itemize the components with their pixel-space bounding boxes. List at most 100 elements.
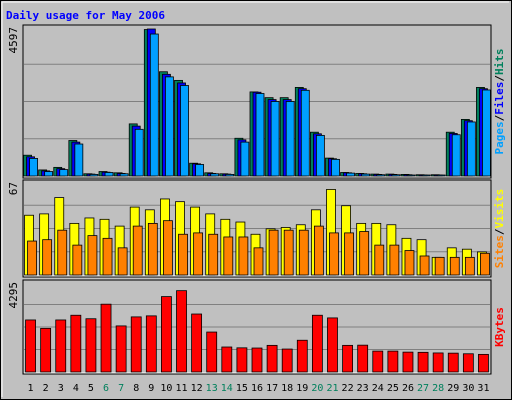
x-tick-label-day-24: 24 <box>372 383 384 394</box>
bar-sites-day-16 <box>253 247 264 276</box>
bar-sites-day-2 <box>42 239 53 276</box>
bar-sites-day-10 <box>163 220 173 276</box>
bar-sites-day-26 <box>404 250 415 276</box>
panel-requests-max-label: 4597 <box>7 27 20 54</box>
bar-pages-day-12 <box>195 164 205 177</box>
legend-separator: / <box>493 228 506 235</box>
bar-pages-day-10 <box>165 76 174 177</box>
bar-kbytes-day-8 <box>130 316 142 373</box>
bar-sites-day-11 <box>178 233 188 276</box>
chart-title: Daily usage for May 2006 <box>6 9 165 22</box>
bar-sites-day-24 <box>374 244 385 276</box>
panel-requests-legend: Pages/Files/Hits <box>493 49 506 155</box>
bar-pages-day-30 <box>466 121 476 177</box>
bar-sites-day-29 <box>449 256 460 276</box>
panel-kbytes-max-label: 4295 <box>7 282 20 309</box>
bar-sites-day-22 <box>344 232 354 276</box>
bar-pages-day-27 <box>421 174 431 177</box>
x-tick-label-day-15: 15 <box>236 383 248 394</box>
x-tick-label-day-11: 11 <box>175 383 187 394</box>
panel-visits: 67 Sites/Visits <box>7 179 506 278</box>
legend-hits: Hits <box>493 49 506 76</box>
bar-pages-day-29 <box>451 134 461 177</box>
chart-panels: 4597Pages/Files/Hits67Sites/Visits4295KB… <box>7 24 506 375</box>
bar-kbytes-day-7 <box>115 325 127 373</box>
x-tick-label-day-5: 5 <box>88 383 94 394</box>
legend-kbytes: KBytes <box>493 307 506 347</box>
x-tick-label-day-2: 2 <box>43 383 49 394</box>
panel-visits-legend: Sites/Visits <box>493 189 506 269</box>
panel-visits-max-label: 67 <box>7 182 20 195</box>
x-tick-label-day-17: 17 <box>266 383 278 394</box>
bar-kbytes-day-13 <box>206 331 218 373</box>
x-tick-label-day-12: 12 <box>191 383 203 394</box>
bar-sites-day-1 <box>27 240 37 276</box>
bar-kbytes-day-2 <box>40 327 52 373</box>
legend-files: Files <box>493 82 506 115</box>
bar-kbytes-day-26 <box>402 351 414 373</box>
bar-sites-day-25 <box>389 244 400 276</box>
x-tick-label-day-16: 16 <box>251 383 263 394</box>
bar-sites-day-7 <box>117 247 128 276</box>
bar-kbytes-day-9 <box>145 315 157 373</box>
x-tick-label-day-21: 21 <box>326 383 338 394</box>
legend-pages: Pages <box>493 121 506 154</box>
bar-pages-day-19 <box>300 89 310 177</box>
bar-pages-day-1 <box>29 158 38 177</box>
bar-sites-day-15 <box>238 236 249 276</box>
bar-sites-day-9 <box>147 222 158 276</box>
bar-pages-day-20 <box>315 134 325 177</box>
bar-sites-day-13 <box>208 233 219 276</box>
bar-sites-day-14 <box>223 236 234 276</box>
x-tick-label-day-1: 1 <box>28 383 34 394</box>
series-kbytes <box>25 290 489 373</box>
legend-visits: Visits <box>493 189 506 229</box>
bar-kbytes-day-15 <box>236 347 248 373</box>
x-tick-label-day-10: 10 <box>160 383 172 394</box>
bar-pages-day-14 <box>225 174 235 177</box>
bar-sites-day-19 <box>298 229 309 276</box>
bar-pages-day-24 <box>376 174 386 177</box>
bar-pages-day-11 <box>180 85 189 177</box>
bar-kbytes-day-10 <box>161 296 172 373</box>
bar-kbytes-day-27 <box>417 351 429 373</box>
legend-separator: / <box>493 75 506 82</box>
x-tick-label-day-29: 29 <box>447 383 459 394</box>
legend-separator: / <box>493 114 506 121</box>
bar-sites-day-6 <box>102 237 113 276</box>
bar-pages-day-6 <box>104 172 114 177</box>
bar-kbytes-day-24 <box>372 350 384 373</box>
x-tick-label-day-22: 22 <box>342 383 354 394</box>
bar-pages-day-28 <box>436 174 446 177</box>
bar-pages-day-3 <box>59 169 69 177</box>
bar-sites-day-18 <box>283 229 294 276</box>
bar-kbytes-day-30 <box>462 353 474 373</box>
bar-kbytes-day-16 <box>251 347 263 373</box>
panel-kbytes-legend: KBytes <box>493 307 506 347</box>
bar-sites-day-27 <box>419 255 430 276</box>
x-tick-label-day-3: 3 <box>58 383 64 394</box>
bar-kbytes-day-29 <box>447 352 459 373</box>
bar-sites-day-5 <box>87 235 98 276</box>
bar-pages-day-17 <box>270 101 280 177</box>
bar-sites-day-21 <box>329 232 339 276</box>
bar-sites-day-28 <box>434 256 445 276</box>
bar-pages-day-23 <box>361 173 371 177</box>
x-tick-label-day-4: 4 <box>73 383 79 394</box>
bar-pages-day-16 <box>255 93 265 177</box>
x-tick-label-day-31: 31 <box>477 383 489 394</box>
x-tick-label-day-20: 20 <box>311 383 323 394</box>
bar-pages-day-22 <box>346 172 355 177</box>
bar-kbytes-day-19 <box>296 339 308 373</box>
bar-pages-day-7 <box>119 173 129 177</box>
bar-kbytes-day-21 <box>327 317 338 373</box>
bar-pages-day-13 <box>210 173 220 177</box>
x-tick-label-day-18: 18 <box>281 383 293 394</box>
x-tick-label-day-27: 27 <box>417 383 429 394</box>
bar-pages-day-18 <box>285 101 295 177</box>
bar-kbytes-day-20 <box>311 314 323 373</box>
x-tick-label-day-28: 28 <box>432 383 444 394</box>
bar-pages-day-26 <box>406 174 416 177</box>
x-tick-label-day-25: 25 <box>387 383 399 394</box>
